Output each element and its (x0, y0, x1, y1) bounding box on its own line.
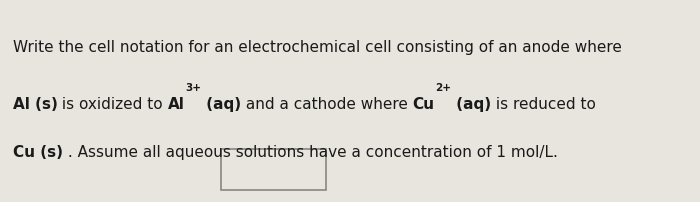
Text: is oxidized to: is oxidized to (57, 97, 168, 112)
Text: is reduced to: is reduced to (491, 97, 596, 112)
Text: 3+: 3+ (185, 83, 201, 93)
Text: Al: Al (168, 97, 185, 112)
Text: Cu (s): Cu (s) (13, 145, 62, 160)
Text: (aq): (aq) (451, 97, 491, 112)
Text: 2+: 2+ (435, 83, 451, 93)
Text: (aq): (aq) (201, 97, 241, 112)
Text: Al (s): Al (s) (13, 97, 57, 112)
Text: Write the cell notation for an electrochemical cell consisting of an anode where: Write the cell notation for an electroch… (13, 40, 622, 55)
Text: and a cathode where: and a cathode where (241, 97, 413, 112)
Text: . Assume all aqueous solutions have a concentration of 1 mol/L.: . Assume all aqueous solutions have a co… (62, 145, 557, 160)
Text: Cu: Cu (413, 97, 435, 112)
